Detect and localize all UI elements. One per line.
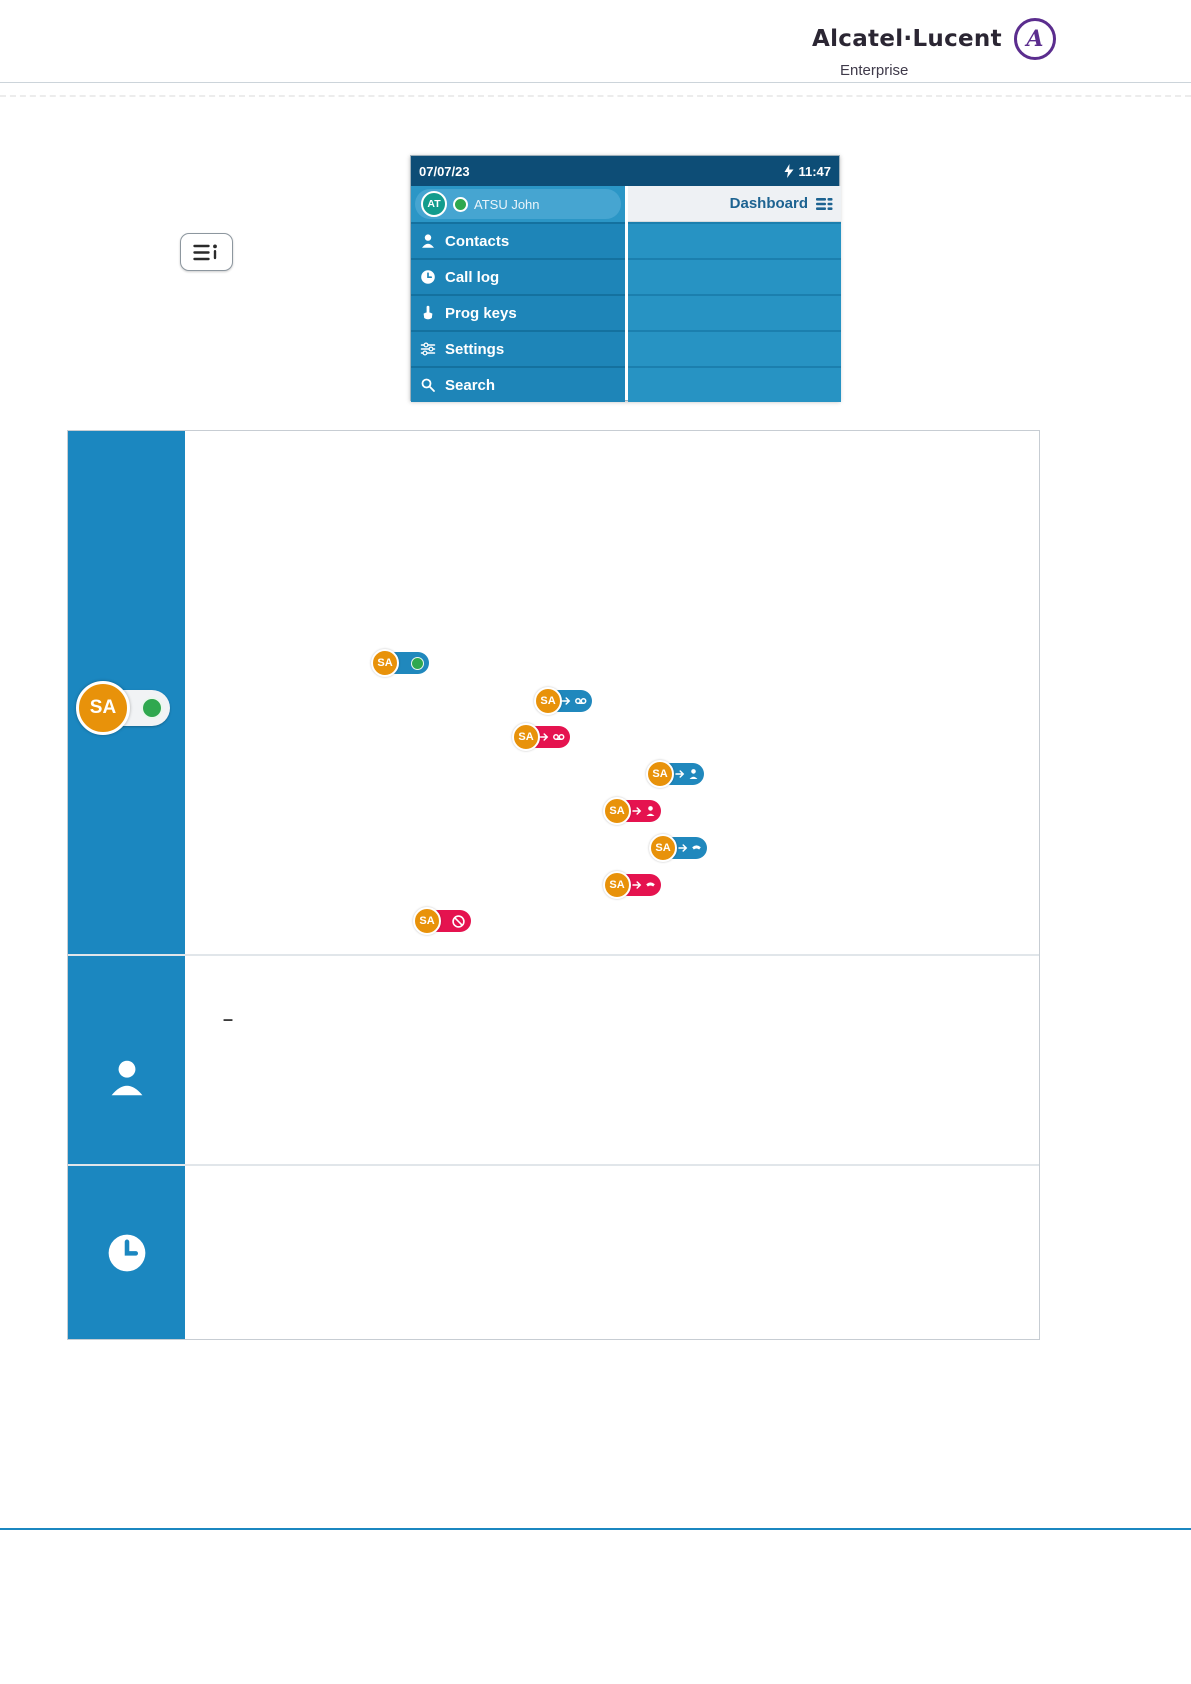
menu-item-label: Call log xyxy=(445,268,500,286)
forward-voicemail-icon xyxy=(539,733,565,741)
badge-forward-call-immediate: SA xyxy=(603,871,663,899)
clock-icon xyxy=(108,1234,145,1272)
empty-cell xyxy=(628,258,841,294)
brand-subtitle: Enterprise xyxy=(840,62,909,79)
charging-bolt-icon xyxy=(784,164,794,178)
blocked-icon xyxy=(452,914,465,928)
contact-icon xyxy=(111,1060,142,1096)
menu-item-label: Search xyxy=(445,376,496,394)
badge-forward-voicemail: SA xyxy=(534,687,594,715)
forward-user-icon xyxy=(675,769,698,779)
empty-cell xyxy=(628,330,841,366)
search-icon xyxy=(421,378,435,392)
badge-do-not-disturb: SA xyxy=(413,907,473,935)
badge-initials: SA xyxy=(649,834,677,862)
user-name: ATSU John xyxy=(474,196,540,212)
user-cell[interactable]: AT ATSU John xyxy=(411,186,625,222)
call-log-icon xyxy=(421,270,435,284)
status-time: 11:47 xyxy=(798,163,831,179)
badge-presence-available: SA xyxy=(371,649,431,677)
badge-initials: SA xyxy=(413,907,441,935)
presence-available-icon xyxy=(141,697,163,719)
call-log-row-icon-wrap xyxy=(68,1232,185,1274)
dashboard-menu-icon xyxy=(816,197,833,210)
menu-item-search[interactable]: Search xyxy=(411,366,625,402)
badge-forward-user-immediate: SA xyxy=(603,797,663,825)
phone-grid: AT ATSU John Dashboard Contacts xyxy=(411,186,841,402)
sidebar-contact-badge: SA xyxy=(76,681,174,735)
badge-forward-call: SA xyxy=(649,834,709,862)
user-pill[interactable]: AT ATSU John xyxy=(415,189,621,219)
presence-available-icon xyxy=(411,656,424,670)
menu-item-label: Prog keys xyxy=(445,304,517,322)
status-date: 07/07/23 xyxy=(419,163,470,179)
brand-block: Alcatel·Lucent A Enterprise xyxy=(812,18,1062,79)
row-divider xyxy=(68,954,1039,956)
avatar: AT xyxy=(421,191,447,217)
empty-cell xyxy=(628,294,841,330)
menu-item-prog-keys[interactable]: Prog keys xyxy=(411,294,625,330)
brand-name: Alcatel·Lucent xyxy=(812,26,1002,52)
badge-forward-voicemail-immediate: SA xyxy=(512,723,572,751)
empty-cell xyxy=(628,222,841,258)
menu-item-label: Settings xyxy=(445,340,505,358)
forward-call-icon xyxy=(632,881,655,889)
badge-initials: SA xyxy=(603,871,631,899)
badge-initials: SA xyxy=(534,687,562,715)
phone-screen: 07/07/23 11:47 AT ATSU John Dashboard xyxy=(410,155,841,402)
badge-initials: SA xyxy=(371,649,399,677)
tab-dashboard[interactable]: Dashboard xyxy=(628,186,841,222)
badge-initials: SA xyxy=(603,797,631,825)
header-divider xyxy=(0,82,1191,83)
row-divider xyxy=(68,1164,1039,1166)
dash-mark: – xyxy=(223,1009,234,1029)
footer-rule xyxy=(0,1528,1191,1530)
badge-initials: SA xyxy=(646,760,674,788)
faint-dashed-rule xyxy=(0,95,1191,97)
forward-voicemail-icon xyxy=(561,697,587,705)
menu-item-call-log[interactable]: Call log xyxy=(411,258,625,294)
forward-call-icon xyxy=(678,844,701,852)
badge-forward-user: SA xyxy=(646,760,706,788)
badge-initials: SA xyxy=(512,723,540,751)
forward-user-icon xyxy=(632,806,655,816)
dashboard-label: Dashboard xyxy=(729,195,808,212)
phone-status-bar: 07/07/23 11:47 xyxy=(411,156,839,186)
presence-available-icon xyxy=(453,196,468,212)
alcatel-lucent-logo-icon: A xyxy=(1013,18,1056,60)
prog-keys-icon xyxy=(423,305,433,320)
menu-item-contacts[interactable]: Contacts xyxy=(411,222,625,258)
contacts-icon xyxy=(422,234,434,248)
reference-table: SA SA SA SA xyxy=(67,430,1040,1340)
menu-item-label: Contacts xyxy=(445,232,510,250)
badge-initials: SA xyxy=(76,681,130,735)
contacts-row-icon-wrap xyxy=(68,1056,185,1100)
menu-info-button[interactable] xyxy=(180,233,233,271)
menu-item-settings[interactable]: Settings xyxy=(411,330,625,366)
settings-icon xyxy=(420,342,436,356)
menu-info-icon xyxy=(193,244,217,260)
table-sidebar xyxy=(68,431,185,1339)
empty-cell xyxy=(628,366,841,402)
